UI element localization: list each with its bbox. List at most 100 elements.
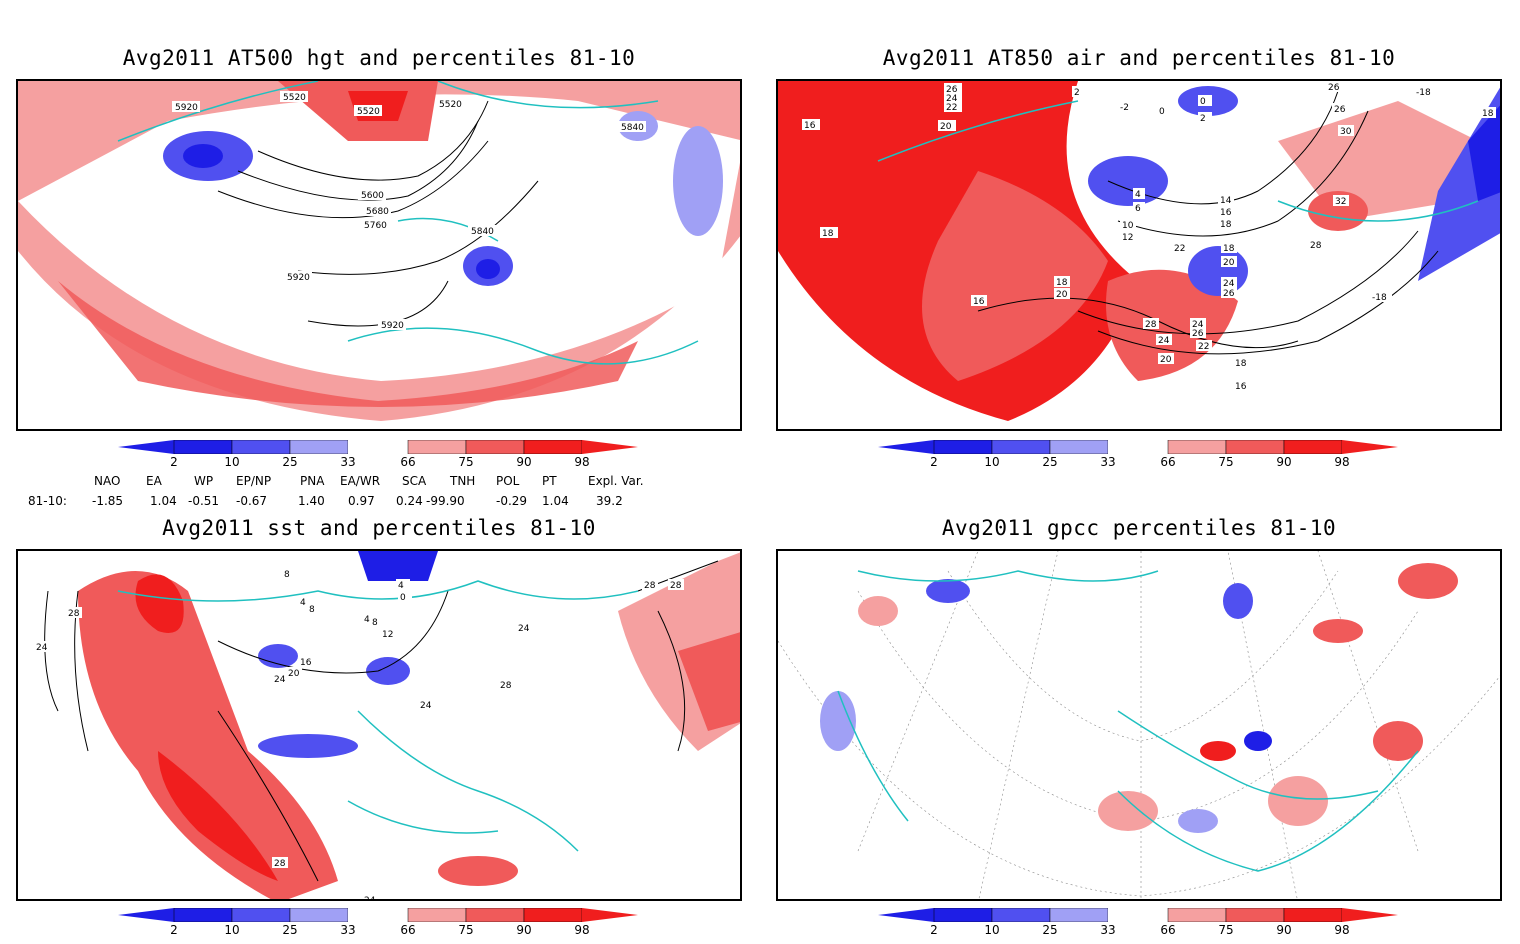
contour-label: 12: [382, 630, 393, 640]
contour-label-box: [1218, 206, 1234, 217]
contour-label-box: [1233, 380, 1249, 391]
contour-label: 24: [274, 675, 286, 685]
map-at500-canvas: 5920 5520 5520 5520 5840 5600 5680 5760 …: [18, 81, 740, 421]
contour-label-box: [1233, 357, 1249, 368]
colorbar-segment: [523, 908, 583, 922]
contour-label: 8: [372, 618, 378, 628]
colorbar-arrow-high: [1342, 908, 1398, 922]
sst-contour: [217, 590, 449, 674]
contour-label-box: [378, 319, 406, 330]
tele-row-label: 81-10:: [28, 494, 67, 508]
contour-label: 5520: [439, 100, 462, 110]
colorbar-label: 25: [282, 923, 298, 937]
contour-label: 28: [274, 859, 286, 869]
contour-label: 5840: [621, 123, 644, 133]
contour-label-box: [361, 219, 389, 230]
colorbar-gpcc: 2 10 25 33 66 75 90 98: [878, 908, 1438, 944]
contour-label-box: [418, 699, 434, 710]
contour-label-box: [1326, 81, 1342, 92]
tele-value: -99.90: [426, 494, 465, 508]
colorbar-segment: [1049, 908, 1109, 922]
colorbar-arrow-low: [878, 440, 934, 454]
contour-label-box: [362, 895, 378, 899]
colorbar-segment: [289, 440, 349, 454]
colorbar-at850: 2 10 25 33 66 75 90 98: [878, 440, 1438, 476]
contour-label-box: [1156, 334, 1172, 345]
contour-label-box: [1120, 231, 1136, 242]
contour-label-box: [34, 641, 50, 652]
colorbar-arrow-high: [582, 908, 638, 922]
colorbar-segment: [173, 440, 233, 454]
colorbar-segment: [407, 908, 467, 922]
colorbar-segment: [991, 440, 1051, 454]
colorbar-segment: [1225, 908, 1285, 922]
tele-header: SCA: [402, 474, 427, 488]
contour-label-box: [398, 591, 412, 602]
contour-label: 28: [670, 581, 682, 591]
contour-label-box: [1198, 95, 1212, 106]
contour-label-box: [358, 189, 386, 200]
contour-label: 5920: [287, 273, 310, 283]
contour-label-box: [396, 579, 410, 590]
height-contour: [237, 120, 479, 201]
precip-red: [1373, 721, 1423, 761]
contour-label-box: [280, 91, 308, 102]
contour-label-box: [284, 271, 312, 282]
colorbar-label: 75: [1218, 455, 1234, 469]
contour-label-box: [282, 568, 296, 579]
latitude-line: [778, 640, 1500, 897]
contour-label: 14: [1220, 196, 1232, 206]
contour-label: 20: [940, 122, 952, 132]
colorbar-segment: [1225, 440, 1285, 454]
contour-label-box: [1072, 86, 1086, 97]
colorbar-label: 10: [984, 455, 1000, 469]
contour-label: 18: [1220, 220, 1232, 230]
coastline: [837, 570, 1379, 822]
contour-label-box: [1143, 318, 1159, 329]
contour-label: 4: [1135, 190, 1141, 200]
contour-label: 4: [398, 581, 404, 591]
contour-label: 28: [500, 681, 512, 691]
temperature-contour: [1117, 110, 1369, 237]
contour-label-box: [618, 121, 646, 132]
contour-label-box: [642, 579, 658, 590]
contour-label-box: [802, 119, 820, 130]
colorbar-label: 90: [516, 455, 532, 469]
height-contour: [297, 180, 539, 275]
contour-label: 26: [946, 85, 958, 95]
percentile-fill-red-mid-atlantic: [78, 571, 338, 899]
map-at500: 5920 5520 5520 5520 5840 5600 5680 5760 …: [16, 79, 742, 431]
contour-label-box: [1218, 194, 1234, 205]
contour-label-box: [272, 673, 288, 684]
contour-label: 4: [364, 615, 370, 625]
contour-label-box: [944, 101, 962, 112]
contour-label-box: [363, 205, 391, 216]
tele-value: -1.85: [92, 494, 124, 508]
contour-label: 26: [1223, 289, 1235, 299]
percentile-fill-blue-light-east: [673, 126, 723, 236]
contour-label: 22: [1198, 342, 1209, 352]
contour-label-box: [1120, 219, 1136, 230]
contour-label: 16: [1220, 208, 1232, 218]
contour-label: 24: [364, 896, 376, 901]
contour-label-box: [938, 120, 956, 131]
percentile-fill-red-mid-east: [1308, 191, 1368, 231]
height-contour: [257, 100, 489, 181]
contour-label-box: [1157, 105, 1171, 116]
contour-label-box: [1054, 288, 1070, 299]
tele-value: 1.04: [542, 494, 569, 508]
contour-label: 18: [1235, 359, 1247, 369]
contour-label: 5600: [361, 191, 384, 201]
contour-label-box: [272, 857, 288, 868]
tele-header: WP: [194, 474, 214, 488]
contour-label: 24: [1223, 279, 1235, 289]
contour-label-box: [286, 667, 302, 678]
colorbar-label: 10: [224, 923, 240, 937]
coastline: [1117, 750, 1419, 872]
map-sst: 8 4 8 4 0 4 8 12 16 20 24 28 24 28 28 24…: [16, 549, 742, 901]
precip-red: [1313, 619, 1363, 643]
contour-label: -2: [1120, 103, 1129, 113]
colorbar-segment: [933, 440, 993, 454]
contour-label: 10: [1122, 221, 1134, 231]
tele-header: NAO: [94, 474, 121, 488]
